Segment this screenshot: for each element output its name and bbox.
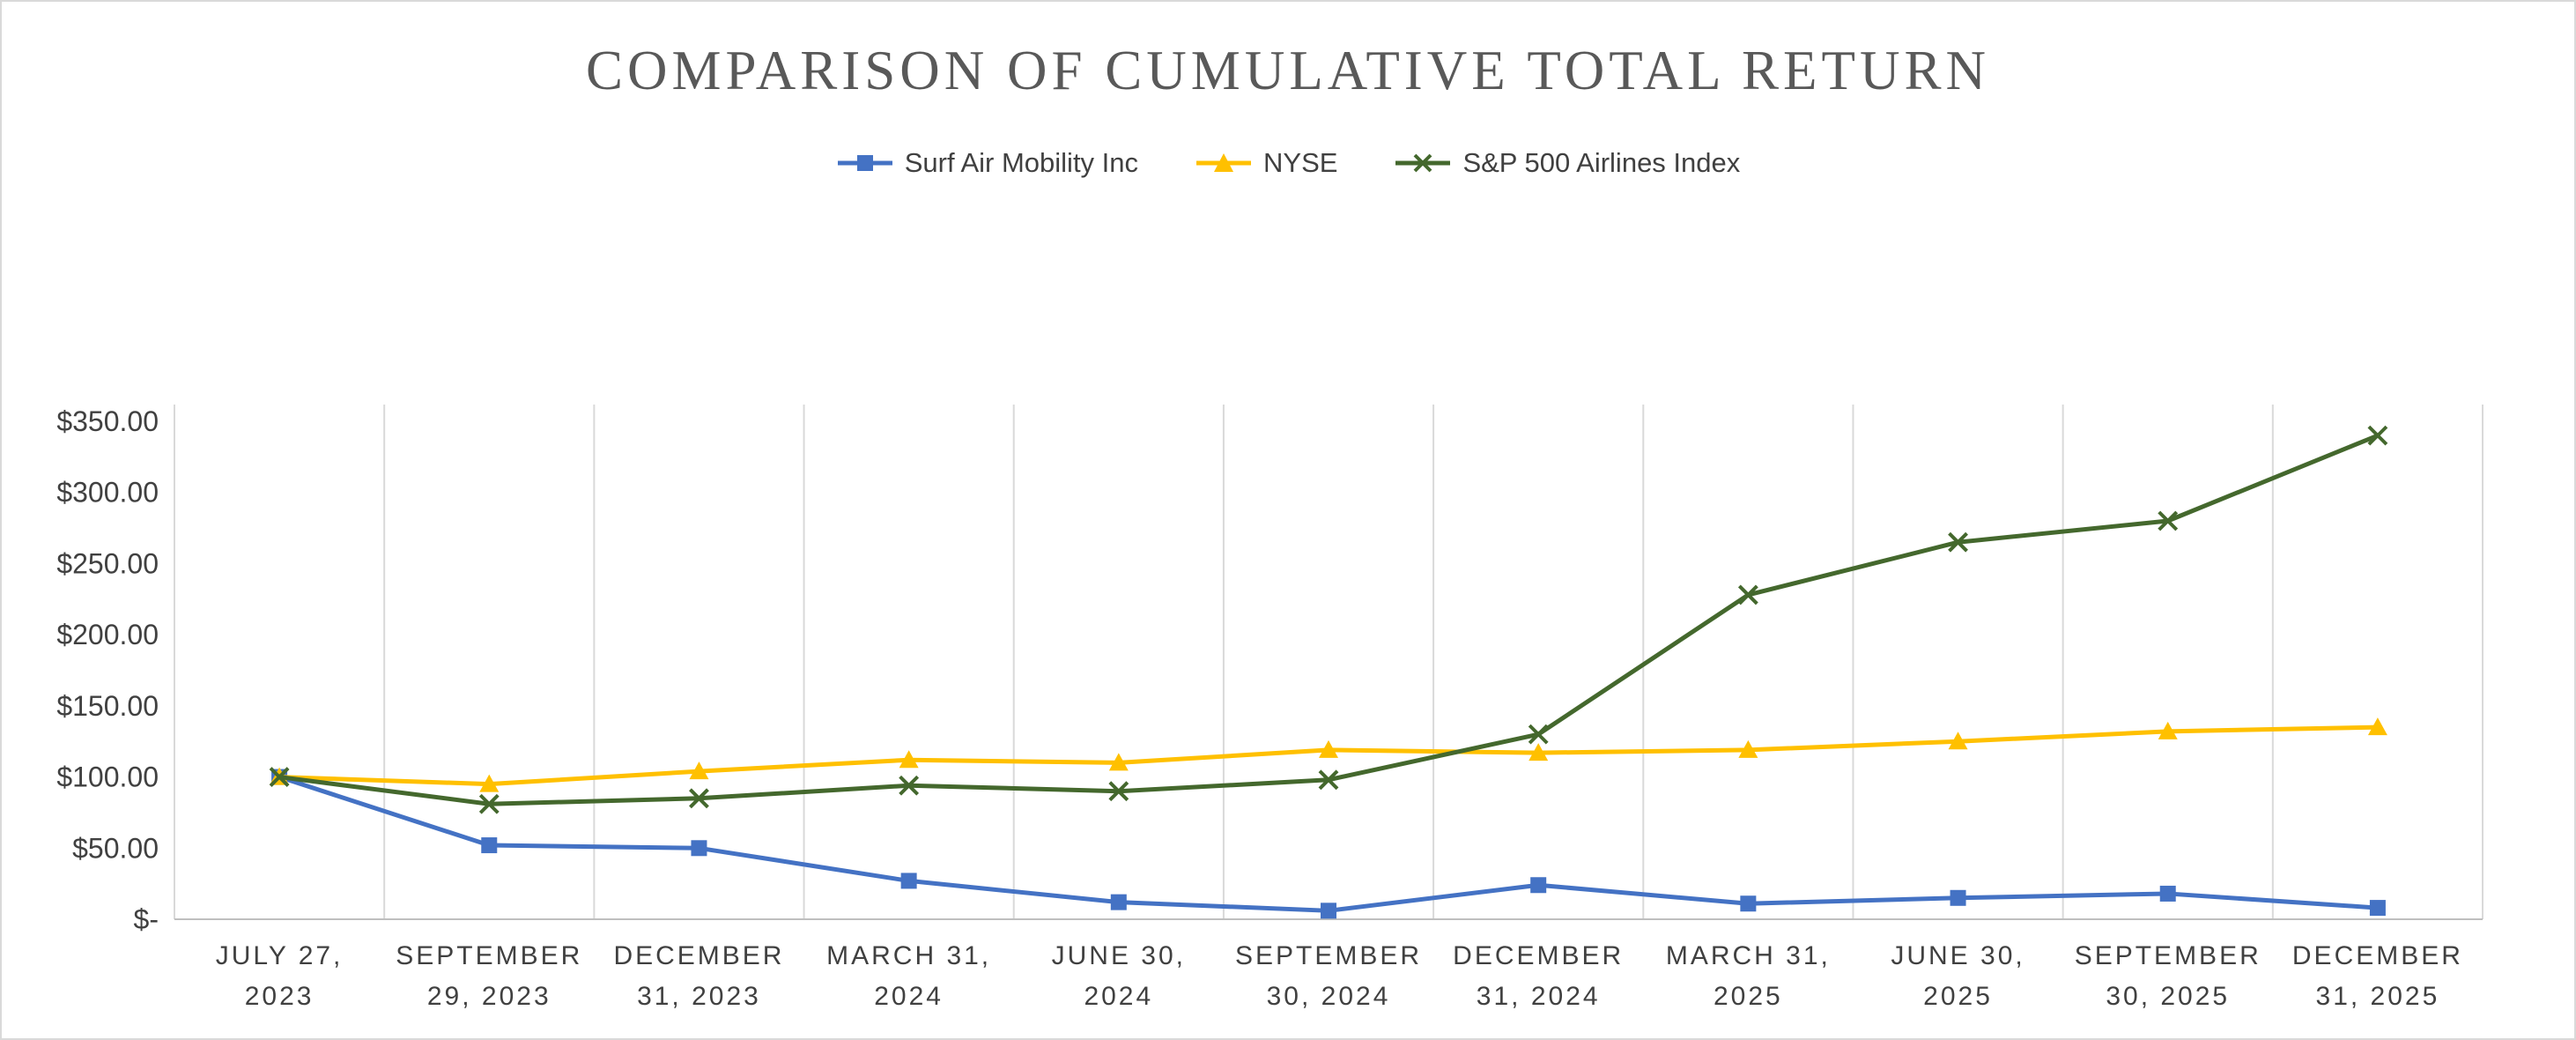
series-line-s-p-500-airlines-index (277, 433, 2380, 806)
x-axis-label: MARCH 31, 2025 (1666, 941, 1831, 1011)
series-line-nyse (277, 724, 2380, 787)
square-marker (1950, 889, 1966, 906)
x-axis-label: JUNE 30, 2025 (1891, 941, 2025, 1011)
square-marker (1740, 895, 1757, 912)
x-axis-label: JULY 27, 2023 (216, 941, 344, 1011)
square-marker (2159, 885, 2176, 902)
x-marker (899, 775, 920, 796)
x-marker (269, 767, 290, 787)
x-marker (478, 793, 500, 814)
x-marker (689, 788, 709, 809)
x-axis-label: DECEMBER 31, 2025 (2292, 941, 2463, 1011)
x-axis-labels: JULY 27, 2023 SEPTEMBER 29, 2023 DECEMBER 31,… (216, 941, 2463, 1011)
y-tick-label: $50.00 (72, 832, 159, 864)
line-square-marker-icon (837, 155, 892, 171)
chart-title: COMPARISON OF CUMULATIVE TOTAL RETURN (585, 40, 1991, 101)
x-marker (269, 767, 290, 787)
line-x-marker-icon (1395, 153, 1451, 173)
triangle-marker (2367, 717, 2387, 736)
triangle-marker (689, 761, 709, 780)
x-marker (1108, 781, 1129, 802)
y-tick-label: $250.00 (56, 547, 159, 579)
x-axis-label: SEPTEMBER 30, 2025 (2075, 941, 2261, 1011)
triangle-marker (1108, 753, 1129, 771)
x-marker (689, 788, 709, 809)
legend-item-sp500-airlines: S&P 500 Airlines Index (1394, 147, 1740, 179)
x-axis-label: SEPTEMBER 29, 2023 (396, 941, 582, 1011)
x-marker (1528, 724, 1549, 745)
x-marker (478, 793, 500, 814)
x-axis-label: MARCH 31, 2024 (826, 941, 991, 1011)
square-marker (900, 873, 917, 889)
triangle-marker (1529, 743, 1549, 761)
series-nyse (270, 717, 2387, 792)
x-marker (2367, 425, 2388, 446)
x-marker (1737, 584, 1758, 605)
triangle-marker (1319, 739, 1338, 758)
triangle-marker (270, 767, 290, 785)
y-tick-label: $150.00 (56, 690, 159, 722)
triangle-marker (1738, 739, 1758, 758)
legend-item-nyse: NYSE (1195, 147, 1337, 179)
legend-item-surf-air-mobility: Surf Air Mobility Inc (836, 147, 1138, 179)
legend: Surf Air Mobility Inc NYSE S&P 500 Airli… (2, 147, 2574, 179)
x-marker (1737, 584, 1758, 605)
line-triangle-marker-icon (1196, 153, 1252, 172)
y-tick-label: $350.00 (56, 405, 159, 437)
series-line-surf-air-mobility-inc (277, 775, 2380, 913)
x-marker (1948, 531, 1968, 553)
square-marker (481, 837, 498, 854)
x-marker (2158, 510, 2179, 531)
square-marker (1110, 894, 1127, 910)
y-tick-label: $100.00 (56, 761, 159, 793)
x-marker (1318, 769, 1339, 791)
square-marker (271, 769, 288, 785)
x-marker (1318, 769, 1339, 791)
x-marker (1528, 724, 1549, 745)
legend-label-sp500-airlines: S&P 500 Airlines Index (1462, 147, 1741, 178)
y-tick-label: $200.00 (56, 619, 159, 650)
y-axis-labels: $- $50.00 $100.00 $150.00 $200.00 $250.00 $300… (56, 405, 159, 935)
series-s-p-500-airlines-index (269, 425, 2388, 814)
x-marker (2158, 510, 2179, 531)
y-tick-label: $- (134, 903, 159, 935)
x-marker (1108, 781, 1129, 802)
square-marker (1321, 903, 1336, 919)
x-axis-label: SEPTEMBER 30, 2024 (1235, 941, 1422, 1011)
x-marker (2367, 425, 2388, 446)
legend-label-surf-air-mobility: Surf Air Mobility Inc (904, 147, 1139, 178)
legend-label-nyse: NYSE (1263, 147, 1338, 178)
x-axis-label: DECEMBER 31, 2024 (1453, 941, 1624, 1011)
gridlines (174, 405, 2483, 919)
x-axis-label: JUNE 30, 2024 (1052, 941, 1186, 1011)
x-marker (1948, 531, 1968, 553)
triangle-marker (899, 750, 919, 769)
y-tick-label: $300.00 (56, 477, 159, 509)
series-surf-air-mobility-inc (271, 769, 2386, 919)
square-marker (1530, 877, 1547, 894)
triangle-marker (479, 774, 500, 792)
x-axis-label: DECEMBER 31, 2023 (613, 941, 784, 1011)
square-marker (691, 840, 707, 857)
triangle-marker (2158, 721, 2178, 739)
triangle-marker (1948, 732, 1968, 750)
square-marker (2369, 900, 2386, 917)
x-marker (899, 775, 920, 796)
